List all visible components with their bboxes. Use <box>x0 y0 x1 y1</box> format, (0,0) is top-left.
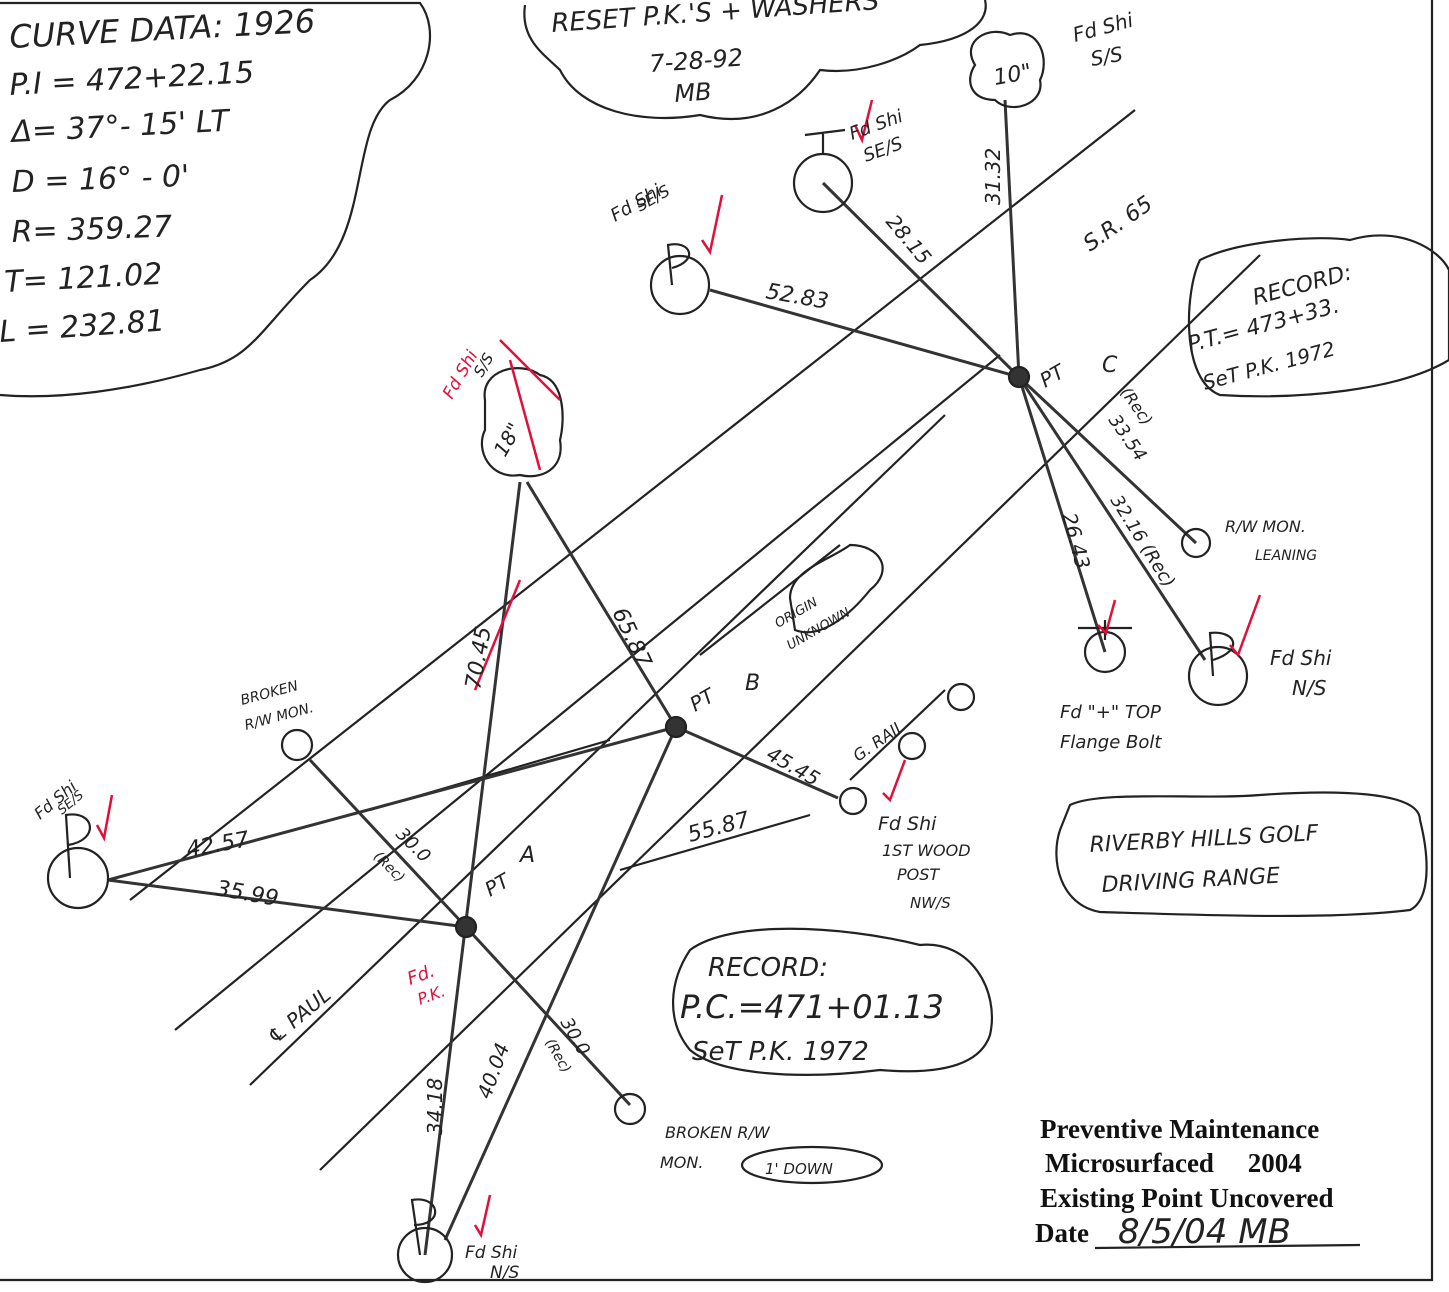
annotation: T= 121.02 <box>4 257 164 300</box>
cross-mark <box>1078 620 1132 640</box>
date-underline <box>1094 1243 1361 1250</box>
annotation: P.I = 472+22.15 <box>9 55 255 103</box>
annotation: RECORD: <box>708 953 828 983</box>
annotation: 1ST WOOD <box>882 841 971 860</box>
check-marks <box>95 99 1262 1239</box>
date-value: 8/5/04 MB <box>1118 1212 1291 1252</box>
p-mark <box>1208 631 1235 677</box>
annotation: 7-28-92 <box>648 44 743 78</box>
annotation: 18" <box>489 418 527 460</box>
annotation: MB <box>673 77 712 108</box>
annotation: CURVE DATA: 1926 <box>8 2 316 56</box>
annotation: R= 359.27 <box>11 209 173 250</box>
monument <box>838 786 868 816</box>
annotation: P.C.=471+01.13 <box>680 988 944 1026</box>
stamp-line: Microsurfaced 2004 <box>1045 1148 1302 1178</box>
annotation: S.R. 65 <box>1079 192 1157 257</box>
annotation: BROKEN R/W <box>665 1123 771 1142</box>
annotation: 45.45 <box>763 742 825 791</box>
road-lines <box>129 109 1261 1171</box>
annotation: LEANING <box>1255 548 1317 564</box>
monument <box>946 682 976 712</box>
ties <box>107 99 1207 1256</box>
annotation: PT <box>481 868 516 902</box>
monument <box>1187 645 1249 707</box>
annotation: 28.15 <box>881 210 936 269</box>
annotation: 40.04 <box>472 1040 514 1102</box>
annotation: POST <box>897 865 940 884</box>
cloud <box>523 0 987 120</box>
annotation: 26.43 <box>1057 510 1095 572</box>
annotation: SE/S <box>633 181 674 215</box>
annotation: 34.18 <box>423 1078 447 1135</box>
annotation: RESET P.K.'S + WASHERS <box>550 0 880 39</box>
annotation: S/S <box>1089 42 1125 71</box>
annotation: PT <box>1036 359 1071 393</box>
annotation: 10" <box>992 60 1034 91</box>
p-mark <box>64 813 91 879</box>
annotation: BROKEN <box>239 678 300 709</box>
annotation: Flange Bolt <box>1060 732 1162 753</box>
annotation: 35.99 <box>214 876 280 912</box>
monument <box>46 846 110 910</box>
cloud <box>480 367 564 478</box>
annotation: L = 232.81 <box>0 303 166 349</box>
annotation: Fd Shi <box>878 813 937 835</box>
date-label: Date <box>1035 1218 1089 1248</box>
annotation: D = 16° - 0' <box>11 159 190 200</box>
monument <box>897 731 927 761</box>
annotation: DRIVING RANGE <box>1101 864 1281 898</box>
cloud <box>1187 234 1449 398</box>
curve-box <box>0 1 432 398</box>
annotation: PT <box>686 683 721 717</box>
annotation: 31.32 <box>981 148 1005 205</box>
monument <box>613 1092 647 1126</box>
annotation: 42.57 <box>185 827 251 863</box>
annotation: Δ= 37°- 15' LT <box>9 104 233 151</box>
cloud <box>788 543 884 634</box>
t-mark <box>804 128 846 155</box>
annotation: RIVERBY HILLS GOLF <box>1089 821 1319 858</box>
pt-b <box>664 715 688 739</box>
stamp-line: Existing Point Uncovered <box>1040 1183 1334 1213</box>
monument <box>396 1226 454 1284</box>
pt-a <box>454 915 478 939</box>
annotation: NW/S <box>910 894 951 912</box>
annotation: 1' DOWN <box>765 1160 833 1178</box>
annotation: B <box>745 671 760 696</box>
annotation: 65.87 <box>607 604 656 672</box>
annotation: Fd Shi <box>1070 8 1136 47</box>
monument <box>1180 527 1212 559</box>
cloud <box>671 927 993 1076</box>
annotation: A <box>518 843 535 868</box>
pt-c <box>1007 365 1031 389</box>
monument <box>649 254 711 316</box>
guard-rail <box>849 689 946 781</box>
annotation: N/S <box>490 1263 519 1283</box>
monument <box>280 728 314 762</box>
annotation: Fd Shi <box>1270 646 1332 670</box>
p-mark <box>410 1198 437 1256</box>
annotation: MON. <box>660 1153 703 1172</box>
annotation: Fd "+" TOP <box>1060 702 1161 723</box>
annotation: 30.0 <box>391 824 434 867</box>
p-mark <box>666 243 691 286</box>
cloud <box>969 30 1045 109</box>
stamp-line: Preventive Maintenance <box>1040 1114 1319 1144</box>
annotation: R/W MON. <box>1225 517 1306 536</box>
annotation: 32.16 (Rec) <box>1106 492 1179 592</box>
annotation: Fd Shi <box>465 1243 518 1263</box>
cloud <box>1055 791 1428 918</box>
annotation: N/S <box>1292 676 1327 700</box>
annotation: C <box>1102 353 1118 378</box>
cloud <box>740 1145 884 1185</box>
annotation: SeT P.K. 1972 <box>692 1037 869 1067</box>
